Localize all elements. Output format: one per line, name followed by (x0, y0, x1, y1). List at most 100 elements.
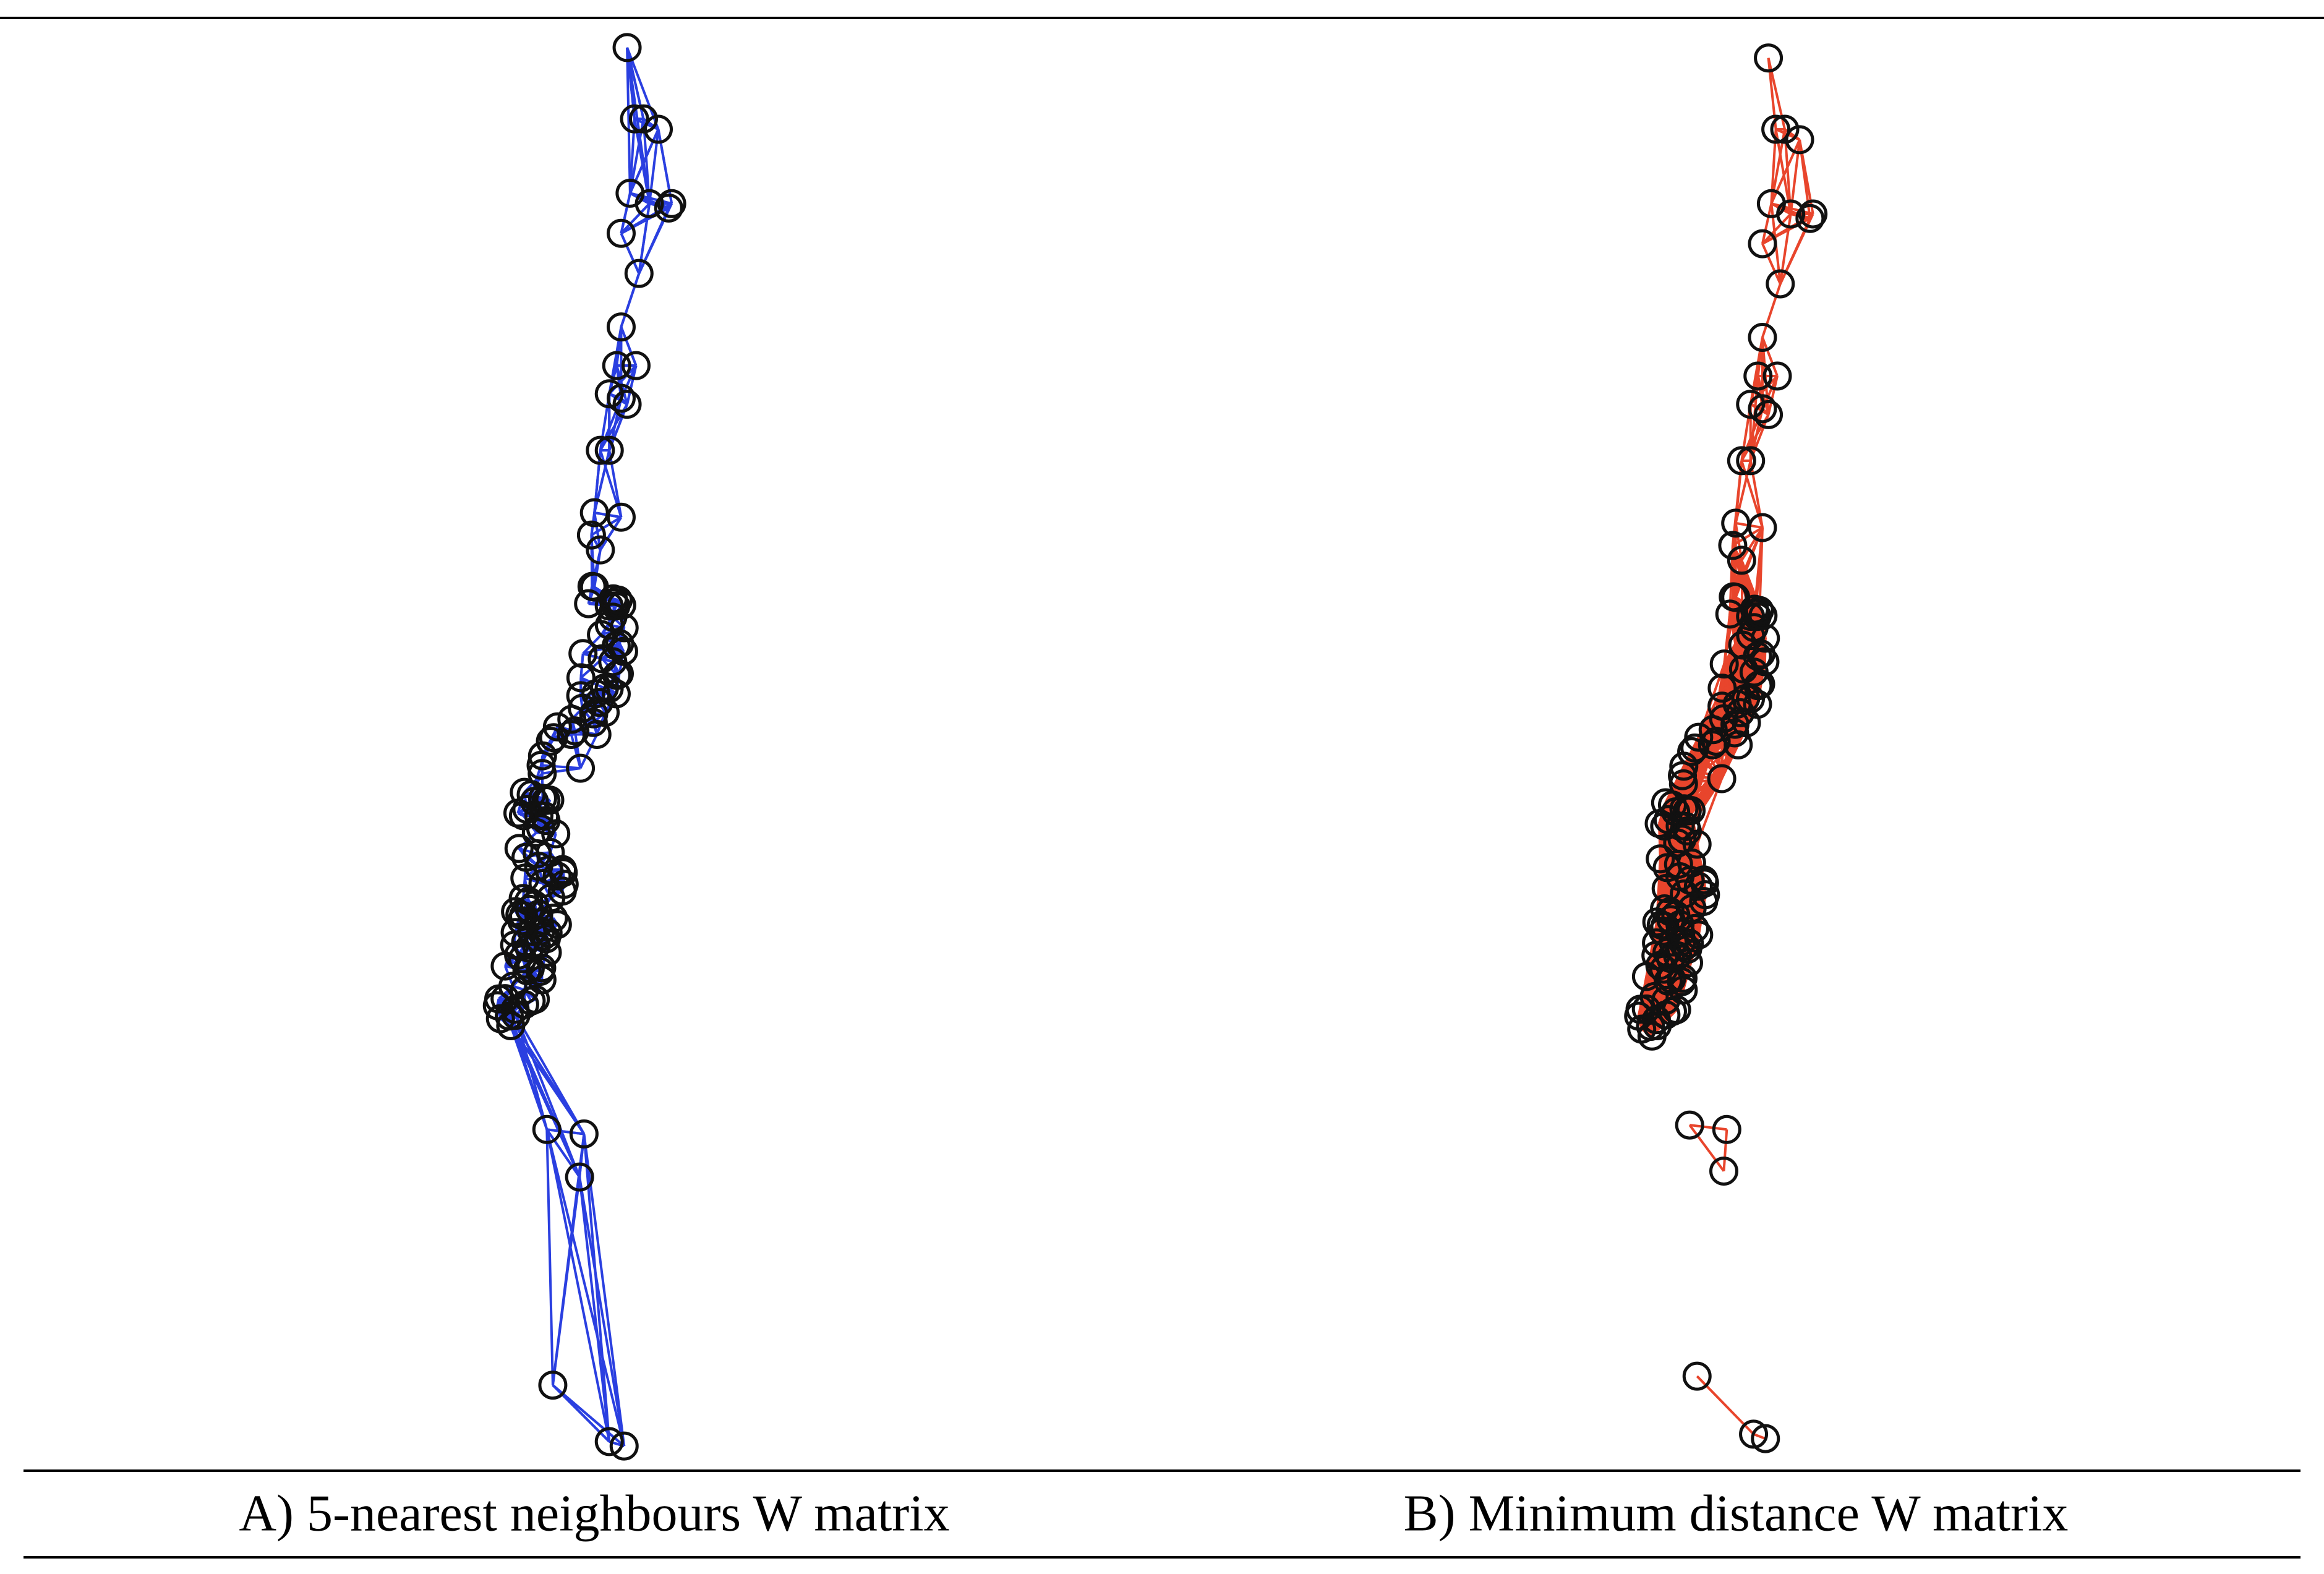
node (1766, 269, 1795, 299)
edge (540, 764, 581, 770)
edge (599, 516, 623, 551)
node (1745, 596, 1774, 625)
node (531, 924, 561, 954)
node (1669, 794, 1699, 824)
node (1754, 400, 1784, 429)
node (565, 1162, 594, 1192)
node (1682, 829, 1712, 859)
edge (1688, 1124, 1725, 1172)
node (1709, 649, 1739, 679)
caption-a: A) 5-nearest neighbours W matrix (239, 1484, 949, 1542)
node (1754, 43, 1784, 73)
node (1637, 1021, 1667, 1051)
edge (551, 1134, 586, 1385)
node (1651, 1000, 1681, 1030)
node (574, 589, 604, 618)
edge (508, 1016, 581, 1178)
node (612, 33, 642, 62)
node (1743, 361, 1773, 391)
node (490, 984, 520, 1014)
node (1677, 737, 1707, 766)
node (594, 435, 624, 465)
node (526, 957, 555, 986)
edge (1723, 609, 1761, 665)
edge (591, 516, 622, 536)
node (1683, 871, 1713, 901)
node (539, 723, 568, 753)
node (576, 520, 606, 550)
node (1724, 730, 1753, 759)
edge (542, 767, 581, 775)
node (1776, 199, 1806, 229)
node (560, 716, 590, 746)
node (510, 990, 539, 1019)
edge (508, 1015, 586, 1135)
node (1650, 894, 1680, 924)
edge (545, 1129, 554, 1385)
node (1675, 1110, 1704, 1140)
node (586, 535, 615, 565)
edge (1740, 408, 1764, 461)
node (1762, 361, 1792, 391)
node (1736, 446, 1766, 476)
node (542, 861, 572, 891)
node (1785, 125, 1814, 155)
edge (545, 1129, 611, 1442)
node (1739, 1419, 1769, 1449)
node (606, 218, 636, 248)
node (1712, 1114, 1741, 1144)
edge (573, 730, 582, 769)
node (594, 1427, 624, 1456)
edge (626, 47, 631, 194)
node (1746, 669, 1775, 699)
edge (1722, 1129, 1728, 1171)
node (1727, 545, 1756, 575)
edge (1733, 732, 1740, 745)
node (654, 193, 683, 223)
node (536, 726, 565, 756)
node (541, 819, 571, 849)
edge (620, 192, 631, 234)
node (606, 383, 636, 413)
node (1673, 935, 1702, 964)
node (1701, 727, 1731, 756)
edge (1761, 243, 1782, 284)
edge (1761, 283, 1782, 338)
edge (552, 1384, 625, 1447)
node (621, 351, 651, 380)
node (1691, 880, 1720, 910)
node (512, 956, 542, 986)
node (1709, 1157, 1738, 1186)
edge (620, 202, 651, 234)
edge (593, 549, 602, 588)
node (1707, 764, 1737, 793)
node (582, 720, 612, 750)
edge (583, 1134, 611, 1442)
node (510, 863, 540, 893)
node (1719, 582, 1748, 612)
node (586, 435, 615, 465)
node (568, 639, 598, 669)
node (1631, 994, 1661, 1024)
edge (1728, 614, 1745, 670)
node (1720, 709, 1750, 739)
node (1727, 446, 1756, 476)
node (1667, 926, 1697, 956)
node (538, 1371, 568, 1400)
edge (608, 450, 623, 518)
node (508, 884, 538, 913)
edge (592, 722, 599, 735)
node (1663, 828, 1693, 858)
node (1748, 394, 1777, 424)
node (581, 679, 611, 709)
edge (599, 398, 623, 451)
node (496, 1011, 526, 1040)
node (521, 818, 551, 847)
edge (620, 273, 641, 328)
node (644, 114, 673, 144)
node (549, 870, 579, 899)
edge (578, 1176, 626, 1447)
node (1667, 967, 1696, 996)
node (1682, 1361, 1712, 1391)
node (1718, 531, 1748, 560)
